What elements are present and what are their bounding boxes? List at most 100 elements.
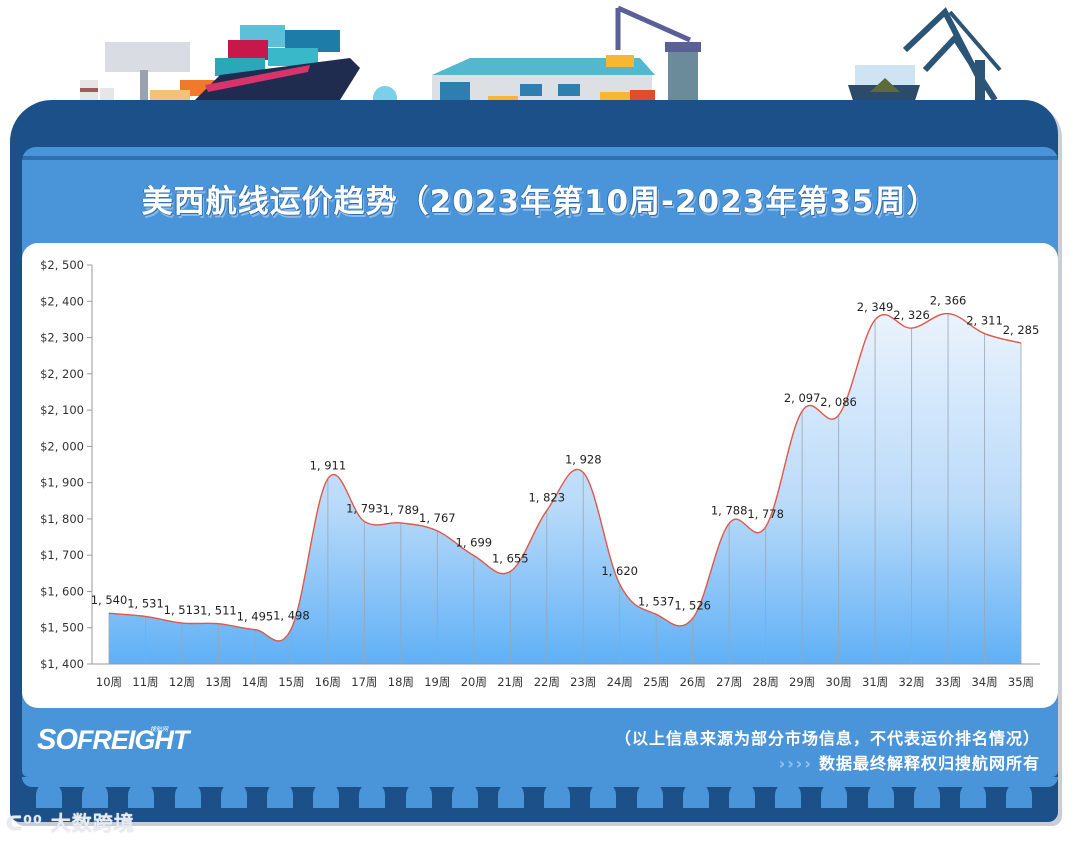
- data-label: 2, 366: [930, 294, 967, 308]
- data-label: 1, 655: [492, 552, 529, 566]
- chart-title: 美西航线运价趋势（2023年第10周-2023年第35周）: [141, 184, 939, 220]
- x-tick-label: 34周: [971, 675, 997, 689]
- x-tick-label: 11周: [132, 675, 158, 689]
- scallop-tab: [174, 782, 201, 808]
- x-tick-label: 33周: [935, 675, 961, 689]
- data-label: 2, 097: [784, 391, 821, 405]
- x-tick-label: 26周: [680, 675, 706, 689]
- x-tick-label: 32周: [898, 675, 924, 689]
- scallop-tab: [775, 782, 802, 808]
- scallop-tab: [960, 782, 986, 808]
- line-series: [108, 312, 1022, 642]
- scallop-tab: [729, 782, 755, 808]
- x-tick-label: 27周: [716, 675, 742, 689]
- x-tick-label: 23周: [570, 675, 596, 689]
- harbor-crane-icon: [606, 5, 701, 108]
- x-tick-label: 17周: [351, 675, 377, 689]
- scallop-tab: [36, 782, 62, 808]
- scallop-tab: [544, 782, 571, 808]
- scallop-tab: [405, 782, 432, 808]
- data-label: 2, 285: [1003, 323, 1040, 337]
- data-label: 1, 511: [200, 604, 237, 618]
- y-tick-label: $1, 800: [40, 512, 84, 526]
- logo-subtitle: 搜航网: [150, 726, 169, 733]
- data-label: 2, 086: [820, 395, 857, 409]
- data-label: 1, 495: [237, 610, 274, 624]
- sofreight-logo: SOFREIGHT: [37, 724, 189, 757]
- area-series: [109, 313, 1021, 664]
- watermark-text: 大数跨境: [50, 811, 135, 835]
- scallop-tab: [867, 782, 894, 808]
- data-label: 1, 911: [310, 459, 347, 473]
- scallop-tab: [590, 782, 617, 808]
- x-tick-label: 10周: [96, 675, 122, 689]
- x-tick-label: 18周: [388, 675, 414, 689]
- logo-text-so: SO: [37, 724, 78, 756]
- container-ship-icon: [150, 25, 397, 110]
- data-label: 1, 498: [273, 608, 310, 622]
- watermark-logo-icon: ᑕ⁰⁰: [6, 811, 51, 835]
- scallop-tab: [913, 782, 940, 808]
- y-tick-label: $2, 200: [40, 367, 84, 381]
- scallop-tab: [82, 782, 109, 808]
- watermark: ᑕ⁰⁰ 大数跨境: [6, 807, 135, 836]
- panel-stripe: [22, 156, 1058, 160]
- data-label: 1, 823: [528, 491, 565, 505]
- scallop-tab: [220, 782, 247, 808]
- y-tick-label: $1, 500: [40, 621, 84, 635]
- scallop-tab: [313, 782, 340, 808]
- x-tick-label: 13周: [205, 675, 231, 689]
- x-tick-label: 29周: [789, 675, 815, 689]
- y-tick-label: $2, 400: [40, 294, 84, 308]
- data-label: 1, 767: [419, 511, 456, 525]
- scallop-tab: [821, 782, 848, 808]
- x-tick-label: 35周: [1008, 675, 1034, 689]
- x-tick-label: 30周: [826, 675, 852, 689]
- data-label: 1, 513: [164, 603, 201, 617]
- data-label: 1, 620: [601, 564, 638, 578]
- x-tick-label: 25周: [643, 675, 669, 689]
- x-tick-label: 24周: [607, 675, 633, 689]
- x-tick-label: 15周: [278, 675, 304, 689]
- freight-rate-area-chart: $1, 400 $1, 500 $1, 600 $1, 700 $1, 800 $1, 9…: [40, 258, 1040, 689]
- x-tick-label: 22周: [534, 675, 560, 689]
- y-tick-label: $2, 500: [40, 258, 84, 272]
- y-tick-label: $1, 400: [40, 657, 84, 671]
- data-label: 1, 531: [127, 596, 164, 610]
- scallop-tab: [128, 782, 155, 808]
- y-tick-label: $1, 600: [40, 584, 84, 598]
- panel-bottom: [22, 777, 1058, 787]
- data-label: 1, 778: [747, 507, 784, 521]
- scallop-tab: [451, 782, 478, 808]
- data-label: 1, 526: [674, 598, 711, 612]
- x-tick-label: 28周: [753, 675, 779, 689]
- scallop-tab: [498, 782, 524, 808]
- data-label: 1, 793: [346, 501, 383, 515]
- y-tick-label: $2, 000: [40, 439, 84, 453]
- x-tick-label: 19周: [424, 675, 450, 689]
- y-tick-label: $2, 300: [40, 331, 84, 345]
- drop-lines: [108, 313, 1022, 664]
- x-tick-label: 20周: [461, 675, 487, 689]
- data-label: 1, 788: [711, 503, 748, 517]
- scallop-tab: [1006, 782, 1033, 808]
- x-tick-label: 16周: [315, 675, 341, 689]
- y-tick-label: $1, 900: [40, 476, 84, 490]
- y-axis: $1, 400 $1, 500 $1, 600 $1, 700 $1, 800 $1, 9…: [40, 258, 93, 671]
- x-tick-label: 21周: [497, 675, 523, 689]
- y-tick-label: $2, 100: [40, 403, 84, 417]
- data-label: 2, 326: [893, 308, 930, 322]
- copyright-text: 数据最终解释权归搜航网所有: [818, 754, 1040, 773]
- data-label: 1, 928: [565, 452, 602, 466]
- data-label: 1, 699: [456, 536, 493, 550]
- logo-text-freight: FREIGHT: [76, 725, 189, 755]
- x-tick-label: 14周: [242, 675, 268, 689]
- scallop-tab: [267, 782, 293, 808]
- data-label: 2, 311: [966, 314, 1003, 328]
- x-tick-label: 31周: [862, 675, 888, 689]
- source-disclaimer: （以上信息来源为部分市场信息，不代表运价排名情况）: [614, 729, 1040, 748]
- scallop-border: [22, 782, 1058, 808]
- x-tick-label: 12周: [169, 675, 195, 689]
- data-label: 1, 537: [638, 594, 675, 608]
- dock-crane-icon: [902, 7, 1002, 110]
